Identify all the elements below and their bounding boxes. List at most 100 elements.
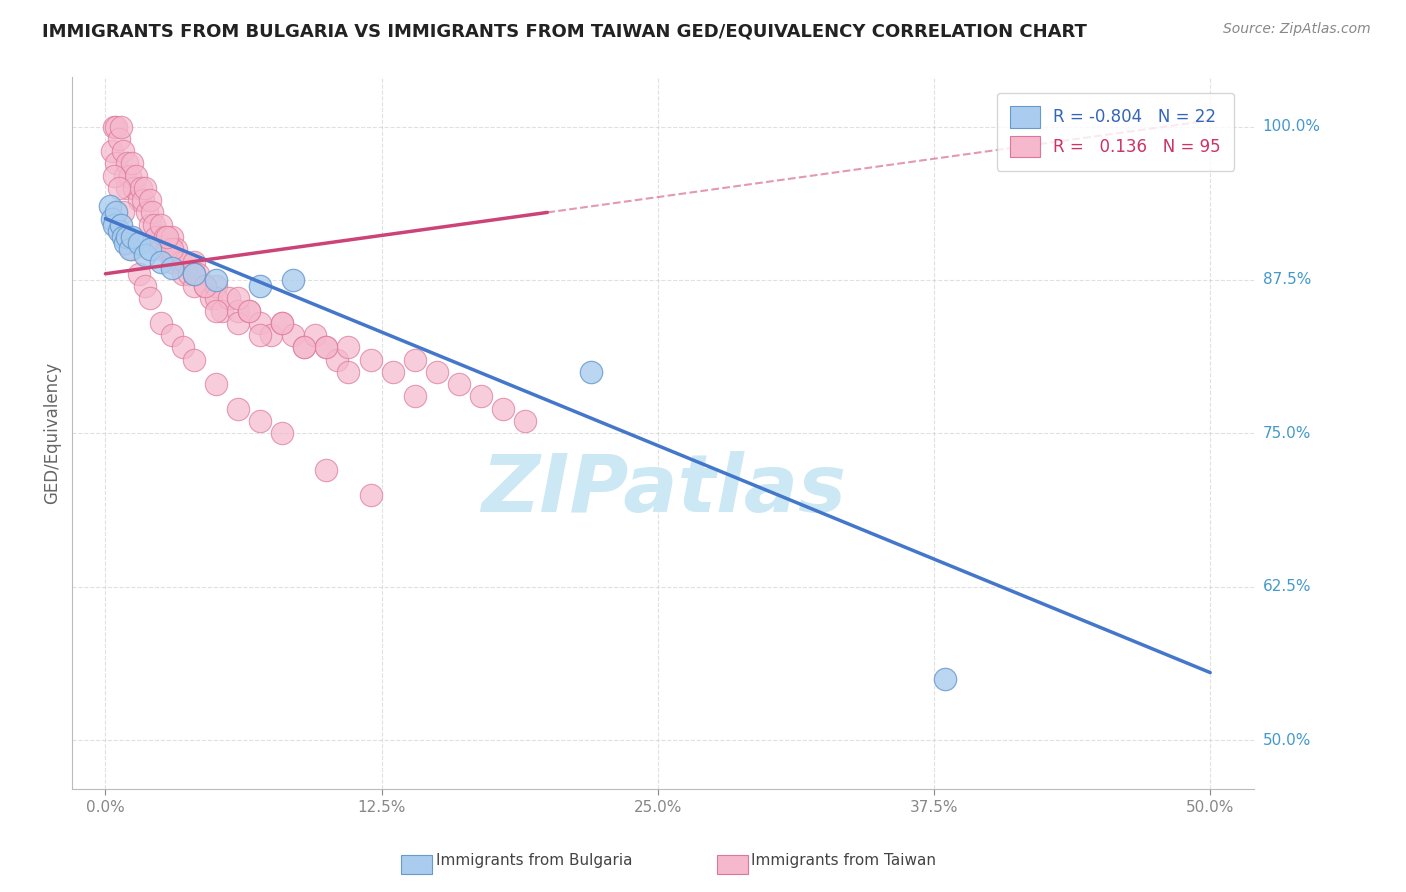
Point (101, 144, 124, 158)
Point (141, 205, 163, 219)
Point (112, 230, 135, 244)
Point (360, 488, 382, 502)
Point (118, 169, 141, 183)
Point (515, 414, 537, 428)
Point (128, 267, 150, 281)
Point (260, 328, 283, 343)
Point (138, 291, 160, 305)
Point (160, 230, 183, 244)
Point (169, 254, 191, 268)
Point (211, 303, 233, 318)
Point (304, 328, 326, 343)
Point (581, 365, 603, 379)
Point (134, 279, 156, 293)
Point (183, 267, 205, 281)
Point (238, 303, 260, 318)
Point (194, 279, 217, 293)
Text: 87.5%: 87.5% (1263, 272, 1310, 287)
Point (110, 120, 132, 134)
Point (134, 248, 156, 262)
Point (271, 316, 294, 330)
Text: 62.5%: 62.5% (1263, 579, 1312, 594)
Point (172, 267, 194, 281)
Point (194, 279, 217, 293)
Point (200, 291, 222, 305)
Point (128, 193, 150, 207)
Point (105, 205, 128, 219)
Point (112, 205, 135, 219)
Point (283, 273, 305, 287)
Point (179, 267, 201, 281)
Point (326, 352, 349, 367)
Point (105, 156, 128, 170)
Point (226, 316, 249, 330)
Legend: R = -0.804   N = 22, R =   0.136   N = 95: R = -0.804 N = 22, R = 0.136 N = 95 (997, 93, 1234, 170)
Point (205, 279, 228, 293)
Point (121, 242, 143, 256)
Point (128, 236, 150, 251)
Point (149, 218, 172, 232)
Point (172, 340, 194, 354)
Point (149, 316, 172, 330)
Point (117, 156, 139, 170)
Point (292, 340, 315, 354)
Point (315, 340, 337, 354)
Point (426, 365, 449, 379)
Point (337, 340, 360, 354)
Point (103, 120, 125, 134)
Point (183, 352, 205, 367)
Point (107, 224, 129, 238)
Point (117, 181, 139, 195)
Point (105, 120, 128, 134)
Point (121, 156, 143, 170)
Point (156, 230, 179, 244)
Point (249, 279, 271, 293)
Point (183, 254, 205, 268)
Text: 75.0%: 75.0% (1263, 425, 1310, 441)
Point (238, 303, 260, 318)
Point (101, 211, 124, 226)
Point (156, 242, 179, 256)
Point (143, 218, 166, 232)
Point (145, 230, 167, 244)
Point (249, 414, 271, 428)
Point (315, 340, 337, 354)
Point (149, 242, 172, 256)
Point (218, 291, 240, 305)
Point (129, 181, 152, 195)
Point (160, 328, 183, 343)
Point (160, 254, 183, 268)
Point (103, 169, 125, 183)
Point (249, 328, 271, 343)
Point (934, 672, 956, 686)
Point (183, 279, 205, 293)
Point (153, 230, 176, 244)
Point (122, 181, 145, 195)
Point (360, 352, 382, 367)
Point (337, 365, 360, 379)
Point (205, 303, 228, 318)
Point (160, 260, 183, 275)
Point (136, 205, 159, 219)
Text: Immigrants from Bulgaria: Immigrants from Bulgaria (436, 854, 633, 868)
Point (117, 230, 139, 244)
Point (107, 132, 129, 146)
Point (117, 230, 139, 244)
Point (226, 291, 249, 305)
Point (205, 377, 228, 392)
Point (132, 193, 155, 207)
Point (107, 181, 129, 195)
Point (165, 242, 187, 256)
Point (283, 328, 305, 343)
Y-axis label: GED/Equivalency: GED/Equivalency (44, 362, 60, 504)
Point (121, 230, 143, 244)
Point (470, 389, 492, 403)
Point (183, 267, 205, 281)
Point (205, 291, 228, 305)
Point (138, 242, 160, 256)
Point (447, 377, 470, 392)
Point (138, 193, 160, 207)
Point (226, 401, 249, 416)
Point (112, 144, 135, 158)
Point (404, 389, 426, 403)
